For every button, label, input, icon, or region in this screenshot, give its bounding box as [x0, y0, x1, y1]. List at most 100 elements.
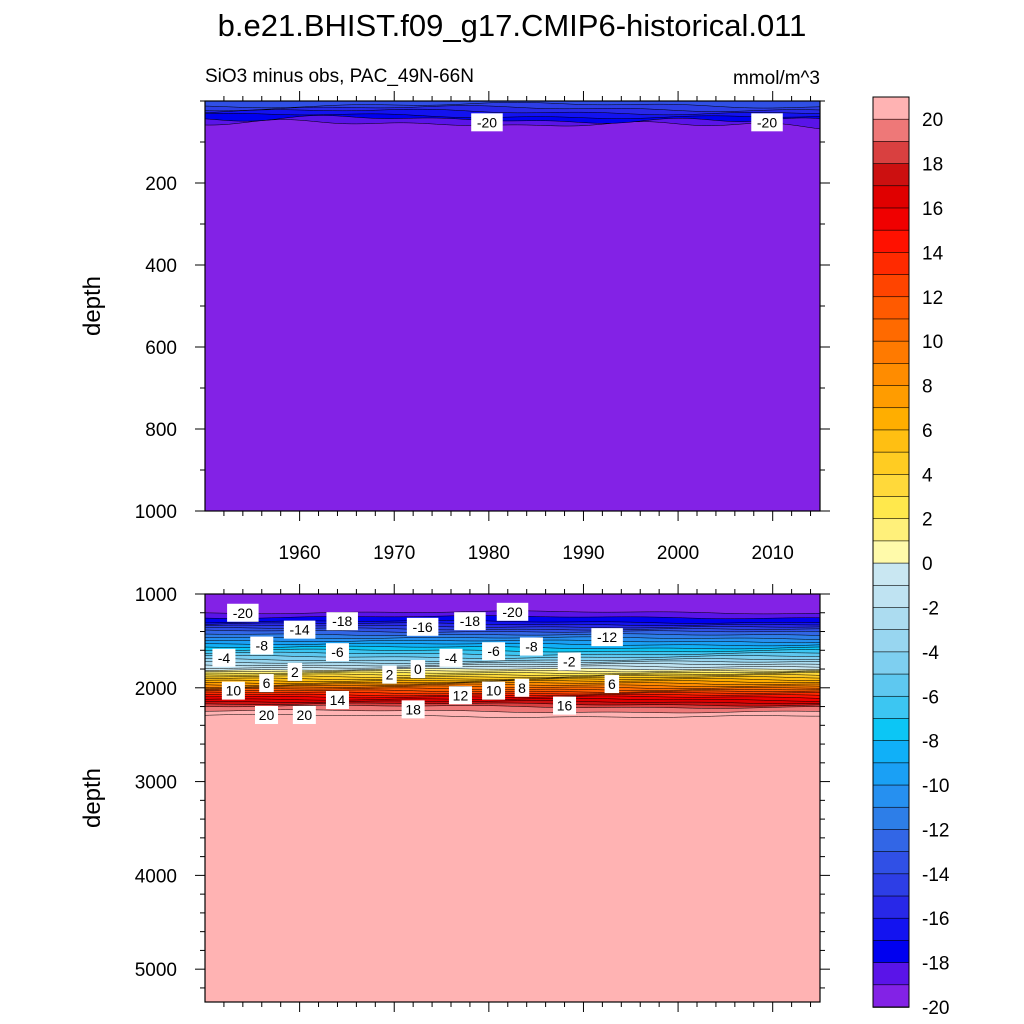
- lower-contour-label-text: -6: [331, 644, 344, 660]
- lower-contour-label: 2: [382, 665, 397, 684]
- chart-subtitle-right: mmol/m^3: [733, 68, 820, 89]
- upper-ytick-label: 800: [145, 420, 177, 441]
- lower-contour-label: 12: [448, 686, 472, 705]
- lower-contour-label-box: [519, 637, 543, 656]
- colorbar-tick-label: 2: [922, 510, 933, 531]
- colorbar-tick-label: -2: [922, 598, 939, 619]
- lower-contour-label-box: [439, 648, 463, 667]
- lower-contour-label-box: [557, 652, 581, 671]
- lower-contour-label-box: [212, 648, 236, 667]
- lower-ytick-label: 1000: [135, 585, 177, 606]
- lower-contour-label-text: 14: [330, 692, 346, 708]
- colorbar-tick-label: -12: [922, 820, 949, 841]
- lower-contour-label-text: -18: [332, 613, 352, 629]
- lower-contour-label-text: -6: [487, 643, 500, 659]
- lower-contour-label-box: [496, 602, 529, 621]
- lower-contour-label-box: [604, 675, 620, 694]
- colorbar-tick-label: 6: [922, 421, 933, 442]
- lower-frame: [204, 593, 821, 1003]
- lower-contour-label: -8: [519, 637, 543, 656]
- colorbar-swatch: [872, 917, 910, 942]
- lower-contour-label-text: 10: [486, 683, 502, 699]
- lower-ylabel: depth: [79, 768, 106, 828]
- lower-contour-label-text: 8: [518, 680, 526, 696]
- lower-contour-label-text: -20: [502, 604, 522, 620]
- colorbar-frame: [872, 96, 910, 1008]
- colorbar-tick-label: 18: [922, 155, 943, 176]
- lower-contour-label: -2: [557, 652, 581, 671]
- colorbar-swatch: [872, 562, 910, 587]
- colorbar-tick-label: -6: [922, 687, 939, 708]
- upper-xtick-label: 1960: [278, 543, 320, 564]
- lower-contour-label-text: 18: [405, 701, 421, 717]
- colorbar-tick-label: -4: [922, 643, 939, 664]
- lower-contour-label-box: [406, 617, 439, 636]
- lower-ytick-label: 4000: [135, 866, 177, 887]
- colorbar-swatch: [872, 851, 910, 875]
- upper-contour-label-box: [471, 113, 503, 132]
- lower-contour-label-box: [482, 681, 506, 700]
- lower-contour-label-box: [255, 705, 278, 724]
- lower-contour-label-text: 6: [263, 675, 271, 691]
- colorbar-swatch: [872, 607, 910, 631]
- lower-contour-label: -8: [250, 636, 274, 655]
- upper-xtick-label: 2010: [752, 543, 794, 564]
- lower-contour-label-box: [221, 681, 245, 700]
- colorbar-swatch: [872, 895, 910, 920]
- lower-contour-label: -6: [325, 643, 349, 662]
- lower-contour-label: 18: [401, 700, 425, 719]
- colorbar-swatch: [872, 962, 910, 986]
- colorbar-tick-label: 10: [922, 332, 943, 353]
- colorbar-swatch: [872, 673, 910, 698]
- lower-ytick-label: 2000: [135, 679, 177, 700]
- colorbar-swatch: [872, 429, 910, 453]
- colorbar-swatch: [872, 940, 910, 964]
- colorbar-swatch: [872, 584, 910, 609]
- lower-contour-label-text: 12: [453, 687, 469, 703]
- lower-contour-label: -14: [283, 620, 316, 639]
- colorbar-tick-label: -16: [922, 909, 949, 930]
- upper-contour-label-text: -20: [757, 114, 777, 130]
- colorbar-swatch: [872, 163, 910, 187]
- colorbar-swatch: [872, 229, 910, 254]
- lower-contour-label-box: [227, 603, 259, 622]
- lower-contour-label-box: [410, 660, 426, 679]
- lower-contour-label-box: [326, 612, 358, 631]
- lower-contour-label-text: 16: [557, 698, 573, 714]
- lower-contour-label: 8: [514, 678, 530, 697]
- lower-contour-label: -12: [591, 628, 623, 647]
- colorbar-tick-label: -14: [922, 865, 950, 886]
- colorbar-swatch: [872, 118, 910, 143]
- lower-contour-label-box: [283, 620, 316, 639]
- lower-contour-label-text: -2: [563, 654, 576, 670]
- upper-ytick-label: 600: [145, 338, 177, 359]
- colorbar-swatch: [872, 829, 910, 853]
- lower-contour-label: 6: [259, 674, 274, 693]
- colorbar-swatch: [872, 718, 910, 742]
- lower-contour-label-box: [382, 665, 397, 684]
- colorbar-swatch: [872, 318, 910, 342]
- lower-contour-label-text: -4: [445, 650, 458, 666]
- colorbar-tick-label: 4: [922, 465, 933, 486]
- colorbar-swatch: [872, 96, 910, 120]
- lower-contour-label: -6: [482, 642, 506, 661]
- upper-background: [205, 101, 820, 511]
- upper-contour-label-box: [751, 113, 783, 132]
- colorbar-swatch: [872, 740, 910, 764]
- lower-contour-label-text: 10: [226, 683, 242, 699]
- colorbar-swatch: [872, 474, 910, 498]
- upper-contour-label: -20: [471, 113, 503, 132]
- colorbar-swatch: [872, 873, 910, 897]
- lower-contour-label: -20: [227, 603, 259, 622]
- colorbar-swatch: [872, 252, 910, 276]
- lower-contour-label-text: -14: [289, 622, 309, 638]
- lower-contour-label: -16: [406, 617, 439, 636]
- lower-contour-label: -18: [326, 612, 358, 631]
- lower-contour-label-box: [259, 674, 274, 693]
- upper-ytick-label: 1000: [135, 502, 177, 523]
- upper-xtick-label: 1970: [373, 543, 415, 564]
- lower-contour-label-text: -4: [218, 650, 231, 666]
- lower-contour-label: -20: [496, 602, 529, 621]
